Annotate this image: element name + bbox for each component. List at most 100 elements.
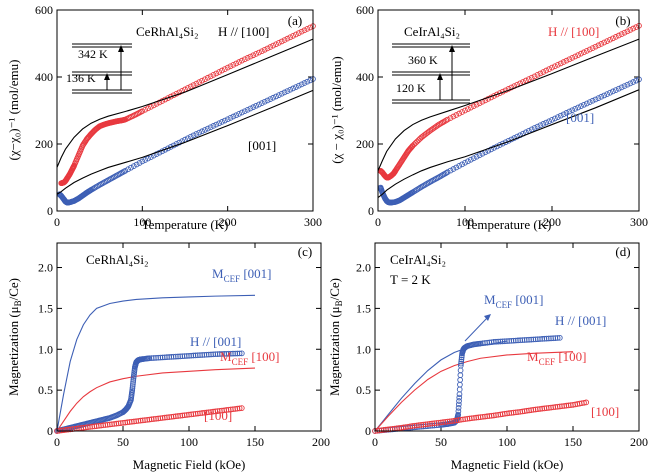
x-tick-label-d-0: 0 (372, 435, 378, 449)
condition-label-d: T = 2 K (390, 272, 431, 287)
data-point-b-1-136 (595, 95, 602, 101)
data-point-a-0-177 (301, 27, 308, 34)
data-point-a-0-156 (241, 56, 248, 63)
data-point-b-1-129 (575, 104, 581, 111)
data-point-b-1-137 (598, 93, 605, 100)
data-point-a-0-154 (236, 59, 242, 65)
data-point-a-0-152 (230, 61, 237, 68)
axes-frame-a (56, 9, 314, 212)
data-point-a-0-168 (276, 39, 282, 46)
data-point-a-0-126 (156, 99, 163, 106)
x-tick-label-c-4: 200 (312, 435, 330, 449)
data-point-b-0-121 (534, 72, 541, 78)
panel-label-b: (b) (615, 13, 630, 28)
y-tick-label-b-2: 400 (356, 70, 374, 84)
data-point-a-0-169 (278, 38, 285, 45)
arrowhead-mcef-001-d (484, 314, 491, 321)
data-point-a-0-144 (207, 73, 214, 80)
data-point-b-1-99 (488, 146, 494, 153)
data-point-b-1-87 (453, 164, 460, 171)
data-point-d-2-58 (456, 398, 462, 404)
data-point-a-1-108 (190, 132, 197, 139)
data-point-b-0-149 (615, 32, 622, 39)
data-point-a-0-122 (145, 105, 151, 112)
data-point-a-0-151 (227, 63, 234, 70)
data-point-a-1-86 (128, 164, 134, 171)
y-tick-label-d-0: 0 (365, 424, 371, 438)
data-point-c-2-89 (130, 377, 137, 383)
data-point-a-0-143 (204, 74, 211, 81)
y-tick-label-d-1: 0.5 (356, 383, 371, 397)
data-point-b-0-112 (508, 84, 515, 91)
data-point-d-2-67 (458, 360, 464, 367)
data-point-d-2-56 (455, 404, 462, 411)
panel-d: 0 50 100 150 200 0 0.5 1.0 1.5 2.0 (d) CeIrAl₄Si₂… (327, 242, 648, 472)
level-136-a: 136 K (66, 71, 96, 85)
data-point-a-1-128 (247, 105, 254, 112)
data-point-a-0-146 (213, 70, 220, 77)
data-point-d-3-95 (581, 399, 587, 406)
data-point-b-0-139 (586, 46, 593, 53)
data-point-a-0-121 (142, 106, 149, 113)
data-point-b-1-121 (552, 115, 558, 122)
data-point-a-0-157 (244, 55, 251, 61)
ylabel-d: Magnetization (μB/Ce) (327, 278, 344, 396)
data-point-a-1-139 (278, 90, 285, 97)
label-h001-d: H // [001] (555, 313, 606, 328)
series-markers-d-3 (372, 399, 590, 434)
data-point-b-1-128 (572, 105, 579, 112)
data-point-b-0-140 (589, 45, 596, 51)
legend-h100-b: H // [100] (548, 24, 599, 39)
data-point-b-1-113 (528, 126, 535, 133)
data-point-a-1-132 (258, 100, 265, 106)
annotation-001-b: [001] (566, 110, 594, 125)
data-point-b-1-130 (578, 103, 584, 109)
xlabel-d: Magnetic Field (kOe) (451, 457, 564, 472)
data-point-a-0-159 (250, 52, 257, 59)
x-tick-label-c-3: 150 (246, 435, 264, 449)
data-point-b-0-132 (566, 56, 573, 63)
data-point-b-0-97 (465, 106, 471, 112)
xlabel-b: Temperature (K) (465, 217, 552, 232)
y-tick-label-c-1: 0.5 (38, 383, 53, 397)
data-point-a-0-141 (199, 77, 205, 84)
data-point-b-1-131 (581, 101, 587, 108)
x-tick-label-b-1: 100 (456, 215, 474, 229)
series-markers-b-0 (377, 22, 642, 181)
data-point-a-1-121 (227, 115, 234, 121)
y-tick-label-c-0: 0 (47, 424, 53, 438)
data-point-a-0-161 (256, 49, 262, 56)
data-point-a-1-144 (293, 84, 299, 90)
data-point-b-0-126 (549, 64, 555, 71)
data-point-d-2-60 (456, 391, 463, 398)
data-point-b-1-147 (627, 80, 634, 87)
data-point-a-0-179 (307, 24, 314, 31)
data-point-b-0-134 (572, 53, 579, 60)
data-point-a-1-106 (184, 135, 191, 142)
data-point-b-0-131 (563, 57, 570, 64)
data-point-a-1-119 (221, 117, 228, 124)
data-point-a-1-115 (210, 123, 217, 129)
data-point-a-1-136 (270, 94, 277, 101)
data-point-c-2-88 (130, 379, 136, 385)
data-point-a-0-164 (264, 45, 271, 52)
y-tick-label-d-2: 1.0 (356, 342, 371, 356)
data-point-a-0-138 (190, 82, 197, 88)
annotation-001-a: [001] (248, 138, 276, 153)
data-point-b-1-96 (479, 150, 486, 157)
x-tick-label-c-1: 50 (117, 435, 129, 449)
data-point-a-0-158 (247, 53, 254, 60)
data-point-d-2-138 (556, 334, 563, 341)
data-point-a-0-142 (202, 76, 208, 83)
data-point-a-0-174 (293, 31, 299, 38)
data-point-b-1-92 (467, 156, 474, 163)
data-point-b-1-127 (569, 107, 576, 114)
ylabel-b: (χ − χ₀)⁻¹ (mol/emu) (329, 56, 344, 163)
panel-label-a: (a) (288, 13, 302, 28)
data-point-b-0-125 (546, 66, 552, 72)
compound-label-d: CeIrAl₄Si₂ (390, 252, 446, 267)
label-100-d: [100] (591, 404, 619, 419)
data-point-a-1-117 (216, 120, 222, 127)
label-h001-c: H // [001] (190, 334, 241, 349)
